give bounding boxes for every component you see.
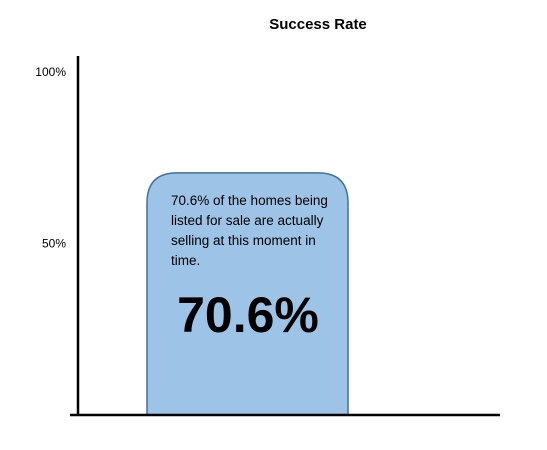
y-axis-ticks: 100% 50% [35, 65, 66, 251]
bar [146, 172, 349, 416]
bars [146, 172, 349, 416]
bar-value-label: 70.6% [177, 287, 319, 343]
y-tick-label: 50% [42, 237, 66, 251]
y-tick-label: 100% [35, 65, 66, 79]
chart-title: Success Rate [269, 16, 367, 33]
bar-annotation: 70.6% of the homes being listed for sale… [171, 193, 328, 268]
